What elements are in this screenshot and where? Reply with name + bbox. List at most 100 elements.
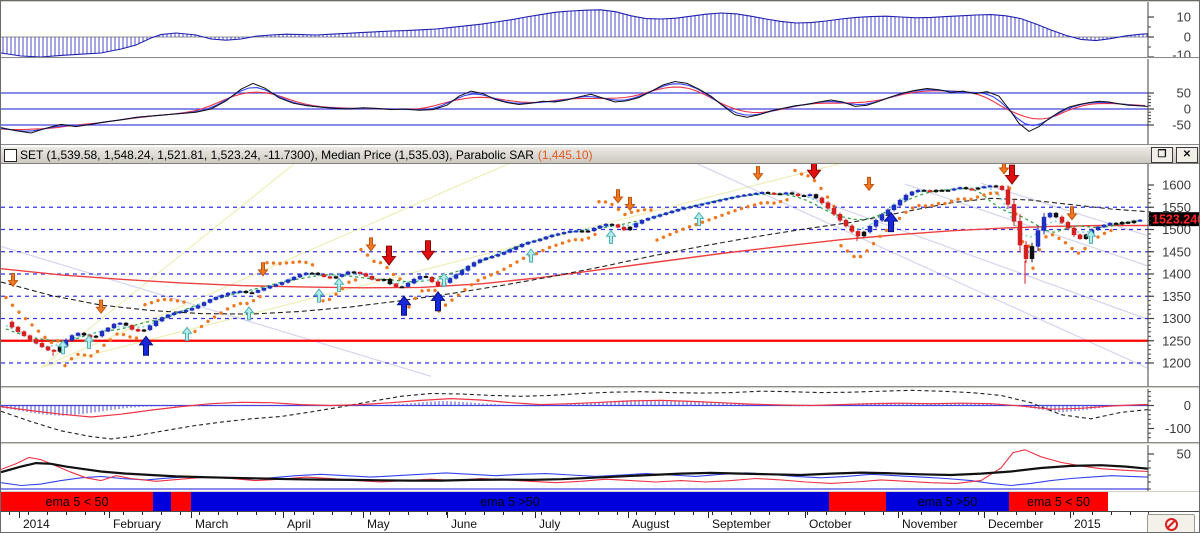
- parabolic-sar-dot: [969, 197, 973, 201]
- date-axis[interactable]: 2014 February March April May June July August S…: [1, 511, 1199, 532]
- p2-plot: 500-50: [1, 59, 1191, 144]
- parabolic-sar-dot: [426, 288, 431, 292]
- parabolic-sar-dot: [115, 332, 119, 336]
- parabolic-sar-dot: [251, 298, 256, 303]
- price-bar: [291, 276, 297, 281]
- parabolic-sar-dot: [975, 195, 980, 199]
- signal-arrow-red-down: [420, 240, 436, 261]
- price-bar: [711, 200, 717, 203]
- parabolic-sar-dot: [502, 267, 506, 271]
- trendline: [790, 189, 1148, 320]
- parabolic-sar-dot: [1083, 246, 1087, 251]
- panel-separator[interactable]: [1, 386, 1199, 389]
- parabolic-sar-dot: [832, 204, 836, 209]
- price-bar: [357, 271, 363, 274]
- parabolic-sar-dot: [845, 249, 850, 253]
- minor-date-tick: [9, 512, 10, 515]
- parabolic-sar-dot: [956, 197, 960, 201]
- ema-ribbon-segment-red: [171, 492, 191, 511]
- signal-arrow-orange-down: [95, 299, 107, 314]
- minor-date-tick: [142, 512, 143, 515]
- price-bar: [837, 214, 843, 221]
- price-bar: [987, 185, 993, 188]
- parabolic-sar-dot: [43, 335, 47, 340]
- parabolic-sar-dot: [825, 195, 830, 199]
- parabolic-sar-dot: [917, 203, 921, 208]
- panel-separator[interactable]: [1, 442, 1199, 445]
- major-date-tick: [1070, 512, 1071, 518]
- ema-ribbon-segment-blue: [153, 492, 171, 511]
- parabolic-sar-dot: [923, 204, 928, 208]
- parabolic-sar-dot: [193, 329, 197, 334]
- minor-date-tick: [921, 512, 922, 515]
- price-bar: [477, 259, 483, 263]
- price-bar: [381, 278, 387, 281]
- price-bar: [645, 217, 651, 221]
- month-label: July: [539, 517, 561, 531]
- parabolic-sar-dot: [30, 323, 34, 327]
- parabolic-sar-dot: [593, 232, 597, 237]
- axis-tick-label: 1550: [1162, 200, 1191, 215]
- price-bar: [807, 194, 813, 197]
- minor-date-tick: [161, 512, 162, 515]
- parabolic-sar-dot: [759, 201, 763, 205]
- mid-line: [1, 83, 1146, 132]
- panel-separator[interactable]: [1, 144, 1199, 146]
- minor-date-tick: [275, 512, 276, 515]
- price-bar: [777, 193, 783, 196]
- price-bar: [633, 223, 639, 228]
- parabolic-sar-dot: [353, 278, 358, 282]
- minor-date-tick: [237, 512, 238, 515]
- price-bar: [1041, 216, 1047, 231]
- price-bar: [129, 325, 135, 330]
- signal-arrow-orange-down: [257, 262, 269, 277]
- parabolic-sar-dot: [778, 199, 783, 204]
- parabolic-sar-dot: [385, 265, 389, 270]
- month-label: December: [988, 517, 1044, 531]
- panel-separator[interactable]: [1, 57, 1199, 59]
- parabolic-sar-dot: [469, 283, 474, 287]
- minor-date-tick: [864, 512, 865, 515]
- price-bar: [885, 209, 891, 215]
- histogram-envelope: [1, 9, 1149, 58]
- price-bar: [963, 187, 969, 190]
- chart-title-bar[interactable]: SET (1,539.58, 1,548.24, 1,521.81, 1,523…: [1, 146, 1199, 164]
- minus-di-line: [1, 449, 1149, 484]
- parabolic-sar-dot: [271, 261, 276, 265]
- close-button[interactable]: ✕: [1176, 147, 1198, 163]
- maximize-button[interactable]: ❐: [1151, 147, 1173, 163]
- price-bar: [135, 329, 141, 332]
- axis-tick-label: -10: [1172, 48, 1191, 58]
- price-bar: [819, 197, 825, 204]
- price-bar: [207, 299, 213, 303]
- scroll-lock-button[interactable]: [1147, 514, 1195, 532]
- axis-tick-label: -100: [1165, 421, 1191, 436]
- parabolic-sar-dot: [149, 301, 154, 305]
- parabolic-sar-dot: [700, 220, 705, 224]
- price-bar: [855, 231, 861, 237]
- parabolic-sar-dot: [739, 206, 744, 211]
- ema-trend-ribbon: ema 5 < 50 ema 5 >50 ema 5 >50 ema 5 < 50: [1, 492, 1199, 511]
- parabolic-sar-dot: [463, 288, 467, 292]
- chart-select-checkbox[interactable]: [4, 148, 17, 162]
- price-bar: [699, 203, 705, 206]
- price-bar: [933, 189, 939, 193]
- major-date-tick: [708, 512, 709, 518]
- axis-tick-label: 10: [1177, 10, 1191, 25]
- minor-date-tick: [845, 512, 846, 515]
- parabolic-sar-dot: [962, 197, 967, 201]
- price-bar: [1095, 226, 1101, 231]
- price-bar: [675, 209, 681, 212]
- price-bar: [939, 189, 945, 192]
- price-bar: [159, 317, 165, 322]
- price-bar: [75, 332, 81, 336]
- price-bar: [15, 326, 21, 332]
- axis-tick-label: 1250: [1162, 333, 1191, 348]
- ema-ribbon-segment-blue: ema 5 >50: [886, 492, 1009, 511]
- parabolic-sar-dot: [610, 202, 614, 207]
- parabolic-sar-dot: [4, 295, 8, 300]
- signal-arrow-cyan-up: [1085, 229, 1097, 244]
- parabolic-sar-dot: [586, 236, 591, 240]
- parabolic-sar-dot: [443, 303, 448, 307]
- signal-arrow-orange-down: [365, 237, 377, 252]
